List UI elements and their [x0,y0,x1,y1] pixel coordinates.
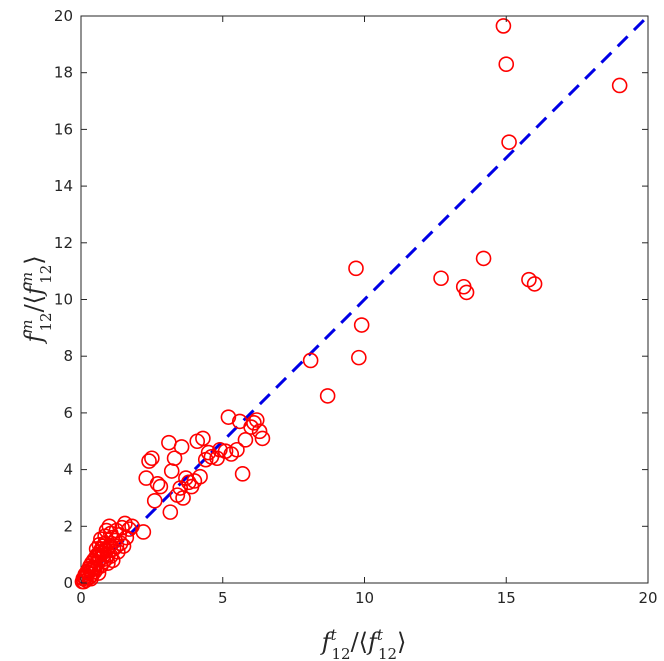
x-axis-title: ft 12/⟨ft 12⟩ [320,626,407,661]
data-point [144,450,160,467]
data-point [353,317,370,333]
data-point [166,450,183,467]
data-point [526,276,543,292]
data-point [101,518,118,535]
data-point [234,466,251,482]
data-point [173,439,190,455]
y-tick-label: 4 [63,461,73,479]
data-point [501,134,517,150]
data-point [195,430,211,447]
y-tick-label: 10 [54,291,73,309]
x-tick-label: 20 [638,589,657,607]
data-point [495,18,512,34]
data-point [475,250,492,267]
data-point [237,432,254,448]
x-tick-label: 0 [76,589,86,607]
data-point [110,544,126,560]
x-tick-label: 10 [355,589,374,607]
data-point [91,536,108,553]
y-tick-label: 0 [63,574,73,592]
data-point [351,349,367,366]
y-tick-label: 20 [54,7,73,25]
data-point [319,388,336,404]
data-point [149,475,166,492]
data-point [146,492,163,509]
y-axis-title: fm12/⟨fm12⟩ [18,255,55,344]
data-point [246,415,262,431]
data-point [254,430,271,447]
y-tick-label: 8 [63,347,73,365]
y-tick-label: 18 [54,64,73,82]
data-point [162,504,179,520]
data-point [112,535,129,552]
y-tick-label: 2 [63,517,73,535]
data-point [102,525,119,542]
data-point [212,441,228,458]
data-point [251,423,268,440]
data-point [83,570,99,587]
data-point [115,538,132,554]
x-tick-label: 15 [497,589,516,607]
y-tick-label: 16 [54,120,73,138]
data-point [141,453,157,469]
reference-line-y-equals-x [79,14,650,585]
data-point [85,561,102,577]
data-point [302,352,319,369]
svg-text:fm12/⟨fm12⟩: fm12/⟨fm12⟩ [18,255,55,344]
data-point [348,260,364,277]
data-point [200,444,217,461]
data-point [458,284,475,301]
y-tick-label: 14 [54,177,73,195]
data-point [100,555,116,571]
data-point [498,56,515,72]
data-points-layer [74,18,628,590]
data-point [108,538,125,554]
data-point [98,522,115,539]
data-point [175,490,191,506]
axis-ticks-layer: 0 5 10 15 20 0 2 4 6 8 10 12 14 16 18 20 [54,7,658,607]
reference-line-layer [79,14,650,585]
data-point [611,77,628,94]
data-point [152,478,169,495]
data-point [433,270,449,287]
data-point [192,468,208,485]
data-point [248,412,265,428]
data-point [229,441,245,458]
data-point [88,541,105,557]
y-tick-label: 12 [54,234,73,252]
y-tick-label: 6 [63,404,73,422]
x-tick-label: 5 [218,589,228,607]
data-point [220,409,237,425]
data-point [135,524,152,540]
